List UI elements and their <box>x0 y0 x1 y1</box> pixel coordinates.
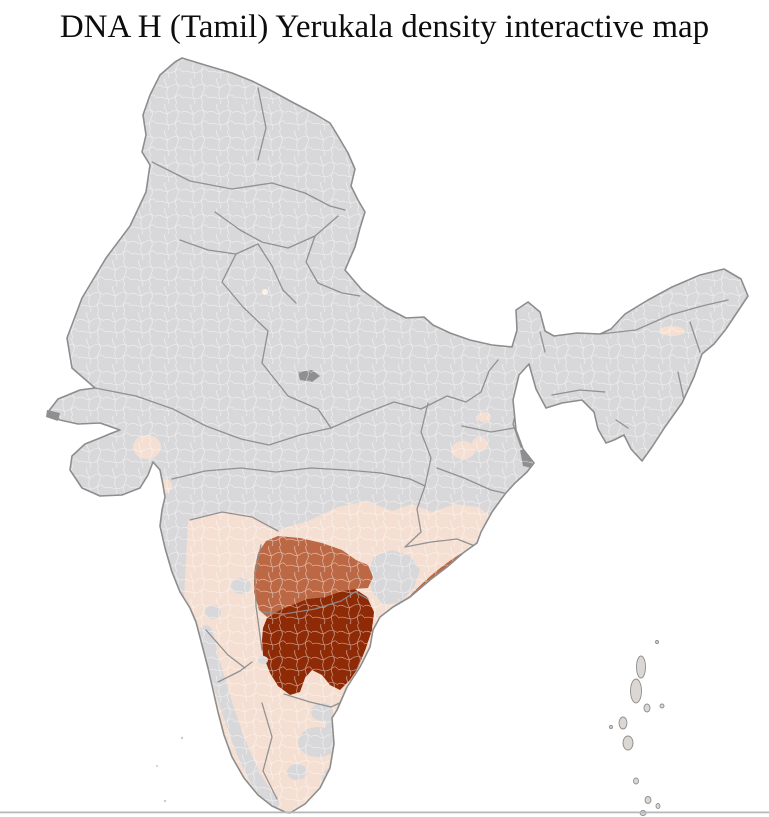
highlight-white-district[interactable] <box>262 289 268 295</box>
state-border-maharashtra-north <box>171 467 426 487</box>
page-title: DNA H (Tamil) Yerukala density interacti… <box>59 9 710 45</box>
state-border-uttarakhand <box>305 235 361 297</box>
state-border-karnataka-ap <box>254 544 263 651</box>
state-border-hp <box>214 211 339 249</box>
state-border-punjab-haryana <box>179 239 297 304</box>
state-border-odisha-north <box>436 467 505 494</box>
bottom-divider <box>0 811 769 814</box>
state-borders-northeast <box>539 299 729 429</box>
district-boundaries-overlay <box>48 58 748 813</box>
lakshadweep-islets[interactable] <box>156 736 184 803</box>
state-border-maharashtra-south <box>189 511 279 532</box>
state-border-gujarat-north <box>94 387 332 446</box>
state-border-karnataka-kerala-tn <box>205 629 278 800</box>
andaman-nicobar-islands[interactable] <box>609 640 665 816</box>
kutch-tip-dark-patch <box>46 410 60 421</box>
state-border-tn-ap <box>283 693 347 708</box>
state-border-telangana-ap <box>261 591 369 615</box>
state-border-rajasthan-east <box>221 253 332 429</box>
state-border-jk-south <box>151 87 346 211</box>
state-border-up-south <box>330 359 499 429</box>
state-border-mp-chhattisgarh <box>420 402 432 487</box>
state-boundaries <box>94 87 729 800</box>
